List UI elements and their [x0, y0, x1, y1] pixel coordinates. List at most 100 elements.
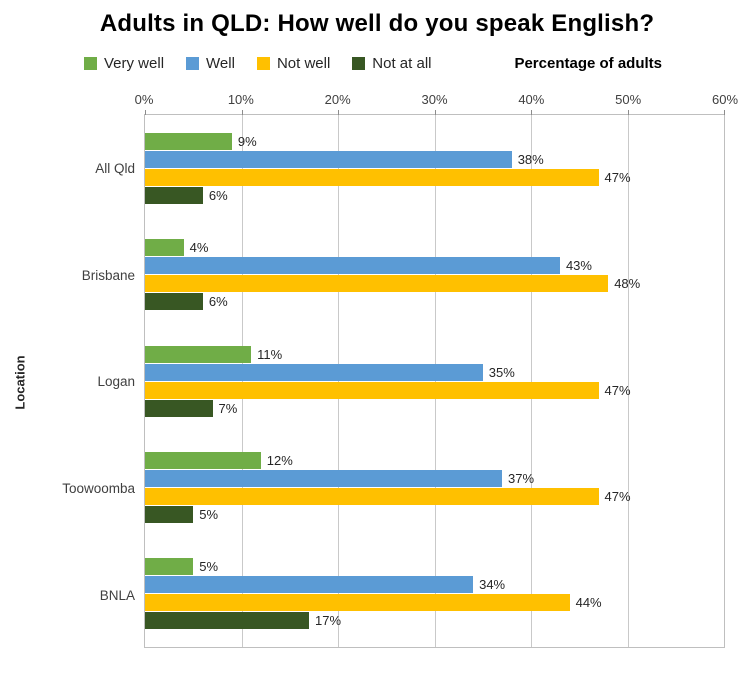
bar-row: 9% — [145, 132, 724, 150]
bar-value-label: 6% — [208, 187, 228, 203]
bar-value-label: 47% — [604, 382, 631, 398]
x-axis-title: Percentage of adults — [514, 54, 662, 72]
legend-swatch-icon — [352, 56, 366, 70]
bar-value-label: 7% — [218, 400, 238, 416]
bar-group-toowoomba: 12% 37% 47% 5% — [145, 434, 724, 540]
category-label-toowoomba: Toowoomba — [62, 481, 135, 497]
bar-very-well — [145, 345, 252, 363]
bar-very-well — [145, 451, 261, 469]
bar-row: 37% — [145, 469, 724, 487]
bar-group-bnla: 5% 34% 44% 17% — [145, 541, 724, 647]
gridline — [434, 115, 436, 647]
bar-well — [145, 469, 503, 487]
bar-not-at-all — [145, 612, 310, 630]
category-label-all-qld: All Qld — [95, 160, 135, 176]
legend-item-not-at-all: Not at all — [352, 54, 432, 72]
gridline — [627, 115, 629, 647]
bar-not-well — [145, 594, 570, 612]
legend-swatch-icon — [186, 56, 200, 70]
bar-group-all-qld: 9% 38% 47% 6% — [145, 115, 724, 221]
x-tick-label: 60% — [711, 92, 739, 107]
chart-body: Location All Qld Brisbane Logan Toowoomba BN… — [0, 84, 738, 649]
legend-swatch-icon — [256, 56, 270, 70]
bar-well — [145, 363, 483, 381]
bar-row: 44% — [145, 594, 724, 612]
gridline — [241, 115, 243, 647]
bar-row: 47% — [145, 381, 724, 399]
legend-swatch-icon — [84, 56, 97, 70]
bar-value-label: 44% — [575, 595, 602, 611]
bar-value-label: 6% — [208, 294, 228, 310]
bar-value-label: 47% — [604, 488, 631, 504]
tick-mark — [241, 110, 243, 115]
bar-well — [145, 576, 474, 594]
bar-not-at-all — [145, 186, 203, 204]
x-tick-label: 30% — [421, 92, 448, 107]
x-tick-label: 40% — [518, 92, 545, 107]
bar-value-label: 11% — [257, 346, 283, 362]
bar-row: 4% — [145, 239, 724, 257]
bar-row: 34% — [145, 576, 724, 594]
bar-value-label: 43% — [565, 258, 592, 274]
bar-not-at-all — [145, 293, 203, 311]
x-tick-label: 20% — [324, 92, 351, 107]
bar-row: 48% — [145, 275, 724, 293]
bar-row: 5% — [145, 558, 724, 576]
bar-not-at-all — [145, 505, 194, 523]
bar-very-well — [145, 558, 194, 576]
category-labels: All Qld Brisbane Logan Toowoomba BNLA — [40, 115, 144, 649]
x-tick-label: 10% — [227, 92, 254, 107]
legend-item-well: Well — [186, 55, 235, 72]
y-axis-title: Location — [12, 354, 28, 410]
bar-group-brisbane: 4% 43% 48% 6% — [145, 221, 724, 327]
tick-mark — [338, 110, 339, 115]
bar-well — [145, 150, 512, 168]
bar-groups: 9% 38% 47% 6% 4% 43% 48% 6% 11% 35% 47% 7% 12% 37% 47%… — [145, 115, 724, 647]
legend-label: Not well — [276, 54, 331, 72]
bar-not-well — [145, 381, 599, 399]
bar-very-well — [145, 239, 184, 257]
bar-row: 6% — [145, 186, 724, 204]
legend-label: Very well — [104, 54, 165, 72]
bar-row: 47% — [145, 487, 724, 505]
bar-value-label: 5% — [199, 559, 219, 575]
bar-row: 43% — [145, 257, 724, 275]
bar-row: 7% — [145, 399, 724, 417]
bar-row: 35% — [145, 363, 724, 381]
legend-label: Well — [206, 54, 235, 72]
bar-row: 17% — [145, 612, 724, 630]
bar-row: 11% — [145, 345, 724, 363]
gridline — [531, 115, 532, 647]
category-label-logan: Logan — [97, 374, 135, 390]
tick-mark — [627, 110, 629, 115]
chart-title: Adults in QLD: How well do you speak Eng… — [99, 10, 655, 37]
bar-row: 6% — [145, 293, 724, 311]
bar-row: 47% — [145, 168, 724, 186]
bar-value-label: 4% — [189, 240, 209, 256]
bar-value-label: 37% — [508, 470, 535, 486]
x-tick-label: 0% — [134, 92, 154, 107]
bar-not-at-all — [145, 399, 213, 417]
bar-value-label: 17% — [315, 613, 342, 629]
legend-label: Not at all — [372, 54, 432, 72]
bar-row: 5% — [145, 505, 724, 523]
x-tick-label: 50% — [615, 92, 642, 107]
legend: Very well Well Not well Not at all Percentag… — [84, 50, 662, 76]
bar-value-label: 38% — [517, 151, 544, 167]
x-axis-ticks: 0% 10% 20% 30% 40% 50% 60% — [135, 84, 738, 114]
bar-value-label: 9% — [237, 133, 257, 149]
bar-row: 38% — [145, 150, 724, 168]
bar-value-label: 34% — [479, 577, 506, 593]
bar-value-label: 48% — [614, 276, 641, 292]
tick-mark — [724, 110, 725, 115]
bar-value-label: 47% — [604, 169, 631, 185]
bar-value-label: 35% — [488, 364, 515, 380]
plot-area: 9% 38% 47% 6% 4% 43% 48% 6% 11% 35% 47% 7% 12% 37% 47%… — [144, 110, 725, 648]
bar-not-well — [145, 168, 599, 186]
bar-row: 12% — [145, 451, 724, 469]
tick-mark — [531, 110, 532, 115]
plot-column: 0% 10% 20% 30% 40% 50% 60% 9% 38% 47% 6% 4% 43% 48% 6… — [135, 84, 738, 649]
bar-value-label: 5% — [199, 506, 219, 522]
bar-well — [145, 257, 560, 275]
legend-item-very-well: Very well — [84, 55, 164, 72]
